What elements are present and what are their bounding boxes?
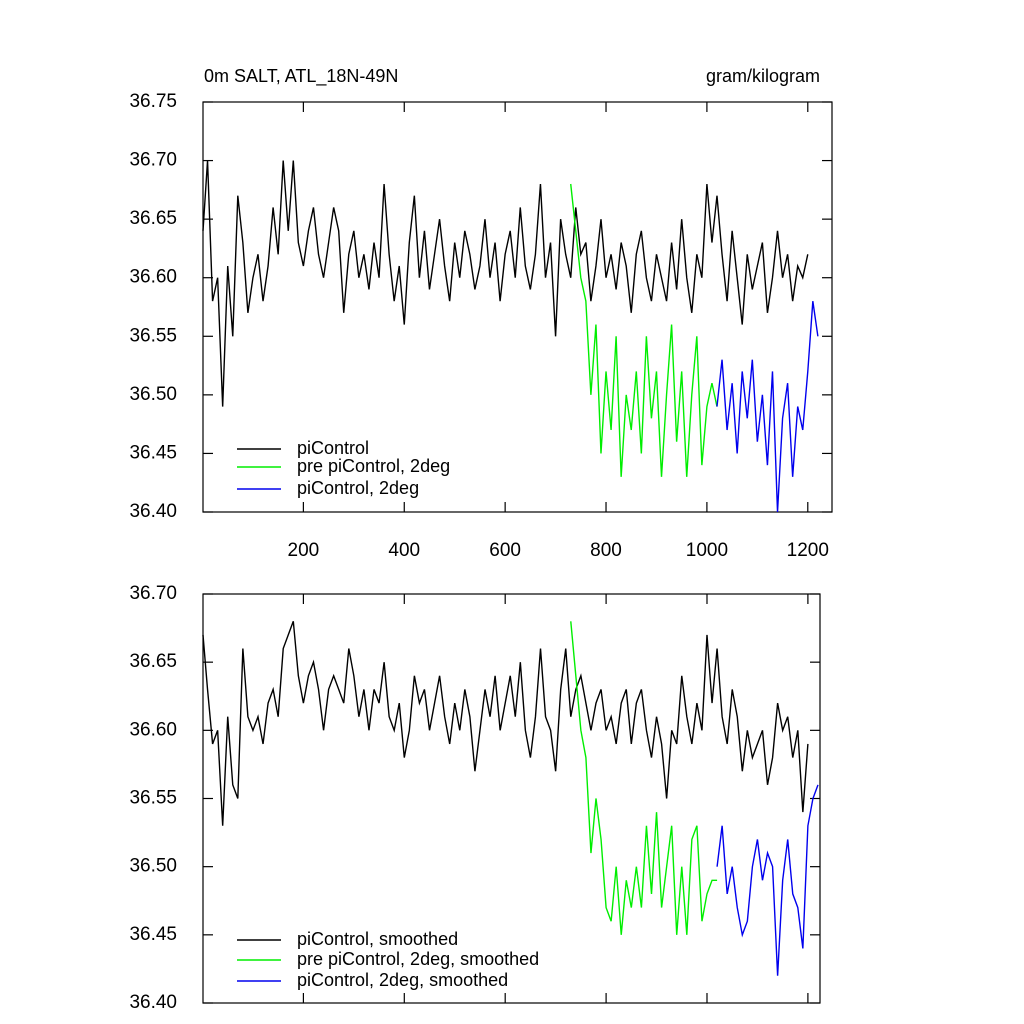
data-line [570,183,718,477]
y-tick-label: 36.55 [129,325,177,346]
legend-label: piControl, 2deg [297,478,419,498]
legend-label: pre piControl, 2deg, smoothed [297,949,539,969]
y-tick-label: 36.70 [129,150,177,171]
y-tick-label: 36.45 [129,924,177,945]
data-line [202,621,809,826]
y-tick-label: 36.50 [129,384,177,405]
x-tick-label: 400 [388,540,420,561]
x-tick-label: 600 [489,540,521,561]
y-tick-label: 36.40 [129,992,177,1013]
data-line [716,784,819,976]
y-tick-label: 36.45 [129,442,177,463]
y-tick-label: 36.75 [129,91,177,112]
y-tick-label: 36.40 [129,501,177,522]
y-tick-label: 36.70 [129,583,177,604]
x-tick-label: 800 [590,540,622,561]
legend-label: piControl, smoothed [297,929,458,949]
x-tick-label: 1200 [787,540,829,561]
y-tick-label: 36.55 [129,788,177,809]
chart-title-left: 0m SALT, ATL_18N-49N [204,66,398,87]
data-line [202,160,809,407]
y-tick-label: 36.50 [129,856,177,877]
plot-frame [202,593,821,1004]
y-tick-label: 36.60 [129,719,177,740]
plot-frame [202,101,833,513]
data-line [570,621,718,935]
y-tick-label: 36.65 [129,651,177,672]
chart-title-right: gram/kilogram [706,66,820,86]
legend-label: piControl, 2deg, smoothed [297,970,508,990]
legend-label: pre piControl, 2deg [297,456,450,476]
data-line [716,301,819,513]
x-tick-label: 1000 [686,540,728,561]
legend-label: piControl [297,438,369,458]
y-tick-label: 36.65 [129,208,177,229]
y-tick-label: 36.60 [129,267,177,288]
x-tick-label: 200 [288,540,320,561]
